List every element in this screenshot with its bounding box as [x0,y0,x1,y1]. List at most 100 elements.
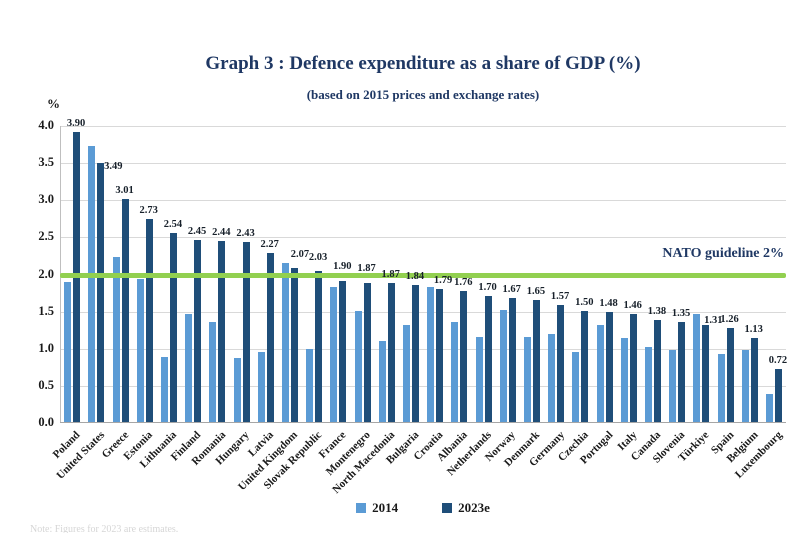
bar-2023e-italy [629,313,637,422]
bar-2014-croatia [427,286,435,422]
bar-2014-netherlands [475,336,483,422]
footnote: Note: Figures for 2023 are estimates. [30,524,179,533]
value-label-lithuania: 2.54 [163,219,183,231]
y-tick-1.0: 1.0 [38,340,54,355]
value-label-france: 1.90 [333,260,352,272]
bar-2014-czechia [572,352,580,422]
bar-2023e-netherlands [484,295,492,422]
bar-2023e-romania [218,240,226,422]
bar-2023e-france [339,280,347,422]
chart-title: Graph 3 : Defence expenditure as a share… [205,53,641,74]
bar-2014-denmark [523,336,531,422]
bar-2014-portugal [596,325,604,422]
bar-2023e-slovenia [678,321,686,422]
bar-2014-united-states [88,145,96,422]
bar-2023e-lithuania [169,233,177,422]
bar-2014-montenegro [354,310,362,422]
y-tick-2.5: 2.5 [38,229,54,244]
value-label-poland: 3.90 [66,118,86,130]
y-tick-2.0: 2.0 [38,266,54,281]
value-label-romania: 2.44 [212,226,231,238]
legend-item-2014: 2014 [356,500,398,516]
bar-2014-t-rkiye [693,314,701,422]
bar-2014-spain [717,353,725,422]
bar-2023e-estonia [145,219,153,422]
x-axis-line [60,422,786,423]
value-label-germany: 1.57 [550,291,570,303]
bar-2014-canada [644,347,652,422]
legend-label-2014: 2014 [372,500,399,515]
value-label-hungary: 2.43 [236,227,255,239]
bar-2023e-greece [121,198,129,422]
bar-2023e-latvia [266,253,274,422]
bar-2014-north-macedonia [378,341,386,422]
bar-2014-finland [185,314,193,422]
bar-2014-luxembourg [765,393,773,422]
value-label-albania: 1.76 [454,277,473,289]
gridline-4.0 [60,126,786,127]
bar-2023e-norway [508,298,516,422]
value-label-denmark: 1.65 [526,285,546,297]
gridline-1.0 [60,348,786,350]
bar-2023e-united-states [97,162,105,422]
bar-2014-slovak-republic [306,348,314,422]
gridline-2.5 [60,237,786,239]
bar-2014-estonia [136,278,144,422]
legend-swatch-2023e-icon [442,503,453,513]
bar-2023e-hungary [242,241,250,422]
bar-2014-norway [499,309,507,422]
value-label-norway: 1.67 [502,284,521,296]
bar-2023e-germany [557,305,565,422]
value-label-t-rkiye: 1.31 [704,314,723,326]
bar-2023e-portugal [605,312,613,422]
bar-2023e-t-rkiye [702,324,710,422]
nato-guideline-label: NATO guideline 2% [662,246,784,261]
value-label-croatia: 1.79 [433,275,453,287]
y-axis-unit-label: % [47,96,60,111]
value-label-north-macedonia: 1.87 [381,269,400,281]
value-label-greece: 3.01 [115,184,134,196]
bar-2014-albania [451,321,459,422]
y-tick-3.0: 3.0 [38,192,54,207]
value-label-belgium: 1.13 [744,324,763,336]
value-label-slovak-republic: 2.03 [308,252,328,264]
bar-2023e-finland [194,240,202,422]
bar-2023e-canada [653,319,661,422]
gridline-3.5 [60,163,786,165]
bar-2014-poland [64,282,72,422]
legend-item-2023e: 2023e [442,500,490,516]
bar-2023e-denmark [532,299,540,422]
y-tick-0.0: 0.0 [38,415,54,429]
value-label-united-kingdom: 2.07 [290,249,310,261]
legend-label-2023e: 2023e [458,500,490,515]
bar-2014-greece [112,257,120,422]
bar-2014-belgium [741,349,749,422]
legend: 2014 2023e [60,500,786,516]
bar-2023e-slovak-republic [315,271,323,422]
bar-2023e-bulgaria [411,285,419,422]
bar-2014-italy [620,338,628,422]
bar-2023e-north-macedonia [387,283,395,422]
value-label-slovenia: 1.35 [671,307,691,319]
bar-2014-lithuania [160,356,168,422]
bar-2014-france [330,286,338,422]
y-tick-4.0: 4.0 [38,118,54,132]
value-label-canada: 1.38 [647,305,667,317]
value-label-spain: 1.26 [720,314,739,326]
bar-2023e-spain [726,328,734,422]
plot-area: 3.90 Poland 3.49 United States 3.01 Greece 2.7… [51,118,787,496]
bar-2023e-albania [460,291,468,422]
value-label-portugal: 1.48 [599,298,618,310]
bar-2014-slovenia [669,349,677,422]
bar-2023e-czechia [581,310,589,422]
gridline-1.5 [60,311,786,313]
bar-2023e-luxembourg [774,368,782,422]
nato-guideline-line [60,272,786,278]
bar-2023e-united-kingdom [290,268,298,422]
bar-2023e-belgium [750,338,758,422]
bar-2014-romania [209,321,217,422]
value-label-netherlands: 1.70 [478,281,497,293]
y-tick-1.5: 1.5 [38,303,54,318]
legend-swatch-2014-icon [356,503,367,513]
gridline-0.5 [60,385,786,387]
